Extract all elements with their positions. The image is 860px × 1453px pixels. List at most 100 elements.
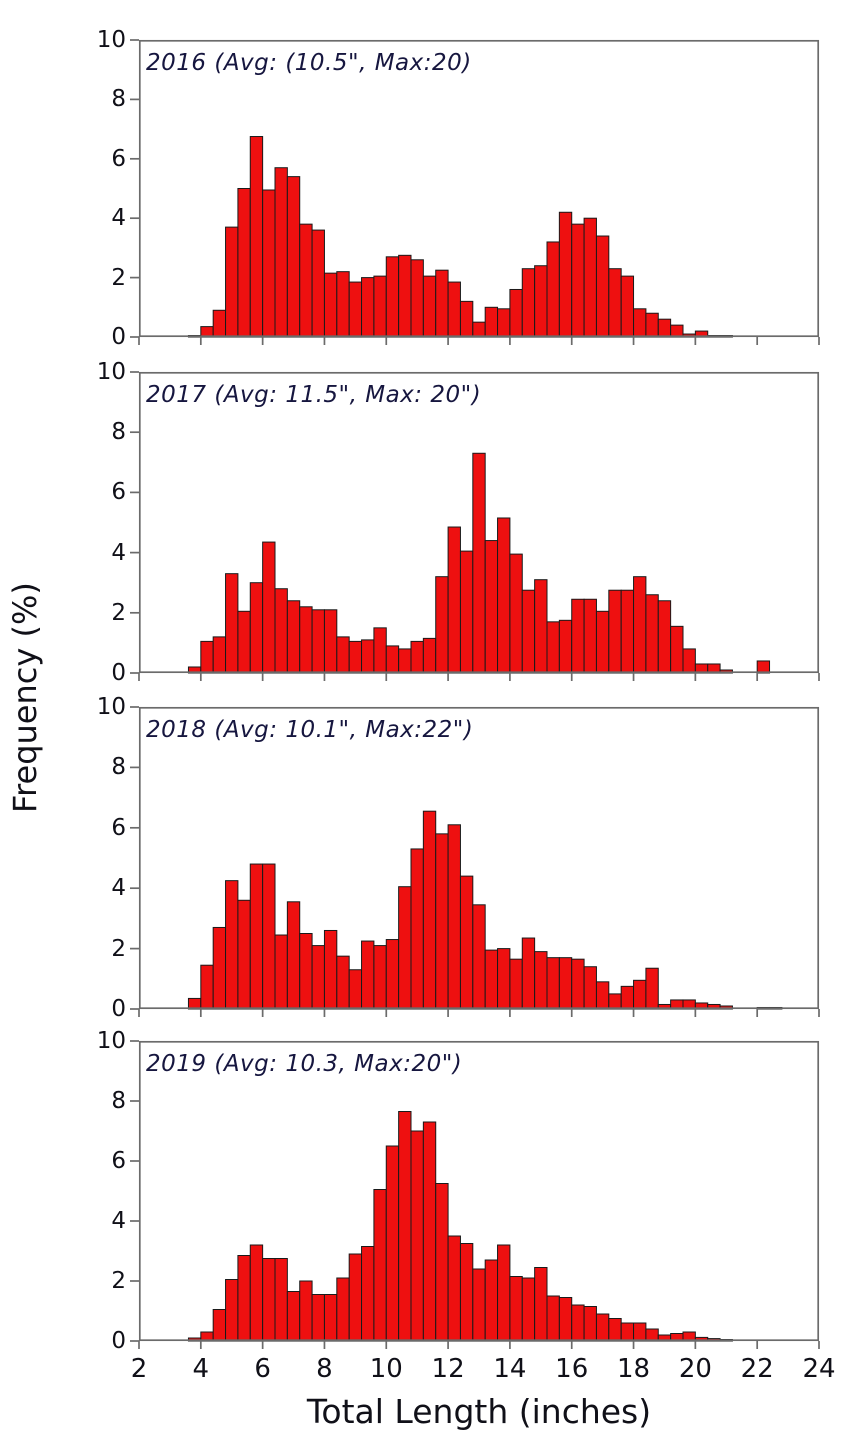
bar-2019-16.4in — [583, 1306, 597, 1342]
bar-2019-8.0in — [323, 1294, 338, 1342]
x-axis-title: Total Length (inches) — [306, 1392, 652, 1431]
bar-2017-5.6in — [249, 582, 264, 674]
bar-2017-4.8in — [225, 573, 239, 674]
histogram-panel-2019 — [130, 1040, 820, 1349]
bar-2017-4.4in — [212, 636, 227, 674]
bar-2019-12.0in — [447, 1235, 461, 1342]
bar-2018-7.2in — [299, 933, 313, 1010]
bar-2016-8.8in — [348, 281, 363, 338]
bar-2016-10.0in — [385, 256, 400, 338]
bar-2016-8.0in — [323, 272, 338, 338]
bar-2019-15.2in — [546, 1295, 560, 1342]
bar-2016-12.4in — [459, 300, 474, 338]
bar-2019-5.2in — [237, 1255, 251, 1342]
histogram-panel-2018 — [130, 706, 820, 1017]
bar-2018-11.2in — [422, 810, 437, 1010]
bar-2016-10.8in — [410, 259, 424, 338]
bar-2019-15.6in — [558, 1297, 573, 1342]
x-tick-label-20: 20 — [678, 1354, 712, 1384]
bar-2018-11.6in — [435, 833, 449, 1010]
bar-2017-7.2in — [299, 606, 313, 674]
bar-2017-9.6in — [373, 627, 387, 674]
y-tick-label-2019-8: 8 — [111, 1088, 126, 1114]
bar-2017-18.8in — [657, 600, 672, 674]
x-tick-label-12: 12 — [431, 1354, 465, 1384]
bar-2017-16.8in — [595, 610, 610, 674]
bar-2018-6.4in — [274, 934, 288, 1010]
bar-2019-14.4in — [521, 1277, 536, 1342]
y-tick-label-2017-6: 6 — [111, 479, 126, 506]
bar-2017-14.0in — [509, 553, 523, 674]
bar-2017-15.2in — [546, 621, 560, 674]
y-tick-label-2019-6: 6 — [111, 1148, 126, 1174]
bar-2016-15.6in — [558, 211, 573, 338]
y-tick-label-2017-2: 2 — [111, 599, 126, 626]
bar-2017-16.0in — [571, 598, 585, 674]
bar-2016-13.6in — [497, 308, 511, 338]
plot-frame — [138, 706, 820, 1010]
bar-2016-9.6in — [373, 275, 387, 338]
bar-2018-5.6in — [249, 863, 264, 1010]
bar-2016-12.8in — [472, 321, 486, 338]
bar-2016-6.0in — [262, 189, 276, 338]
bar-2016-16.4in — [583, 217, 597, 338]
bar-2016-10.4in — [398, 254, 412, 338]
panel-title-2016: 2016 (Avg: (10.5", Max:20) — [146, 50, 472, 76]
bar-2016-8.4in — [336, 271, 350, 338]
bar-2016-5.6in — [249, 136, 264, 338]
bar-2019-11.6in — [435, 1183, 449, 1342]
bar-2017-14.8in — [534, 579, 548, 674]
bar-2017-16.4in — [583, 598, 597, 674]
bar-2019-7.2in — [299, 1280, 313, 1342]
bar-2018-16.0in — [571, 958, 585, 1010]
bar-2018-4.4in — [212, 926, 227, 1010]
bar-2019-9.6in — [373, 1189, 387, 1342]
bar-2019-10.8in — [410, 1130, 424, 1342]
bar-2019-4.4in — [212, 1309, 227, 1342]
bar-2018-10.4in — [398, 886, 412, 1010]
x-tick-label-2: 2 — [130, 1354, 148, 1384]
bar-2017-17.2in — [608, 589, 622, 674]
y-tick-label-2018-0: 0 — [111, 996, 126, 1022]
panel-title-2018: 2018 (Avg: 10.1", Max:22") — [146, 717, 474, 743]
bar-2017-6.8in — [286, 600, 301, 674]
y-tick-label-2016-0: 0 — [111, 324, 126, 350]
bar-2018-7.6in — [311, 945, 325, 1010]
bar-2018-12.8in — [472, 904, 486, 1010]
bar-2019-6.4in — [274, 1258, 288, 1342]
bar-2016-14.4in — [521, 268, 536, 338]
bar-2016-9.2in — [361, 277, 375, 338]
bar-2017-14.4in — [521, 589, 536, 674]
bar-2018-14.8in — [534, 951, 548, 1010]
bar-2018-9.6in — [373, 945, 387, 1010]
bar-2016-7.2in — [299, 223, 313, 338]
y-tick-label-2016-10: 10 — [96, 27, 126, 53]
bar-2016-18.0in — [633, 308, 647, 338]
bar-2018-14.0in — [509, 958, 523, 1010]
plot-frame — [138, 1040, 820, 1342]
y-tick-label-2018-6: 6 — [111, 814, 126, 841]
bar-2018-6.8in — [286, 901, 301, 1010]
bar-2019-6.8in — [286, 1291, 301, 1342]
bar-2019-7.6in — [311, 1294, 325, 1342]
y-tick-label-2019-4: 4 — [111, 1208, 126, 1234]
bar-2018-15.2in — [546, 957, 560, 1010]
plot-frame — [138, 371, 820, 674]
bar-2018-10.0in — [385, 939, 400, 1010]
bar-2016-7.6in — [311, 229, 325, 338]
bar-2017-10.4in — [398, 648, 412, 674]
bar-2019-14.8in — [534, 1267, 548, 1342]
bar-2016-6.4in — [274, 167, 288, 338]
bar-2019-8.4in — [336, 1277, 350, 1342]
bar-2016-16.8in — [595, 235, 610, 338]
bar-2019-18.4in — [645, 1328, 659, 1342]
bar-2019-17.6in — [620, 1322, 635, 1342]
bar-2019-6.0in — [262, 1258, 276, 1342]
bar-2016-14.8in — [534, 265, 548, 338]
bar-2016-16.0in — [571, 223, 585, 338]
bar-2017-5.2in — [237, 610, 251, 674]
y-tick-label-2017-8: 8 — [111, 419, 126, 446]
x-tick-label-24: 24 — [802, 1354, 836, 1384]
x-tick-label-10: 10 — [369, 1354, 403, 1384]
